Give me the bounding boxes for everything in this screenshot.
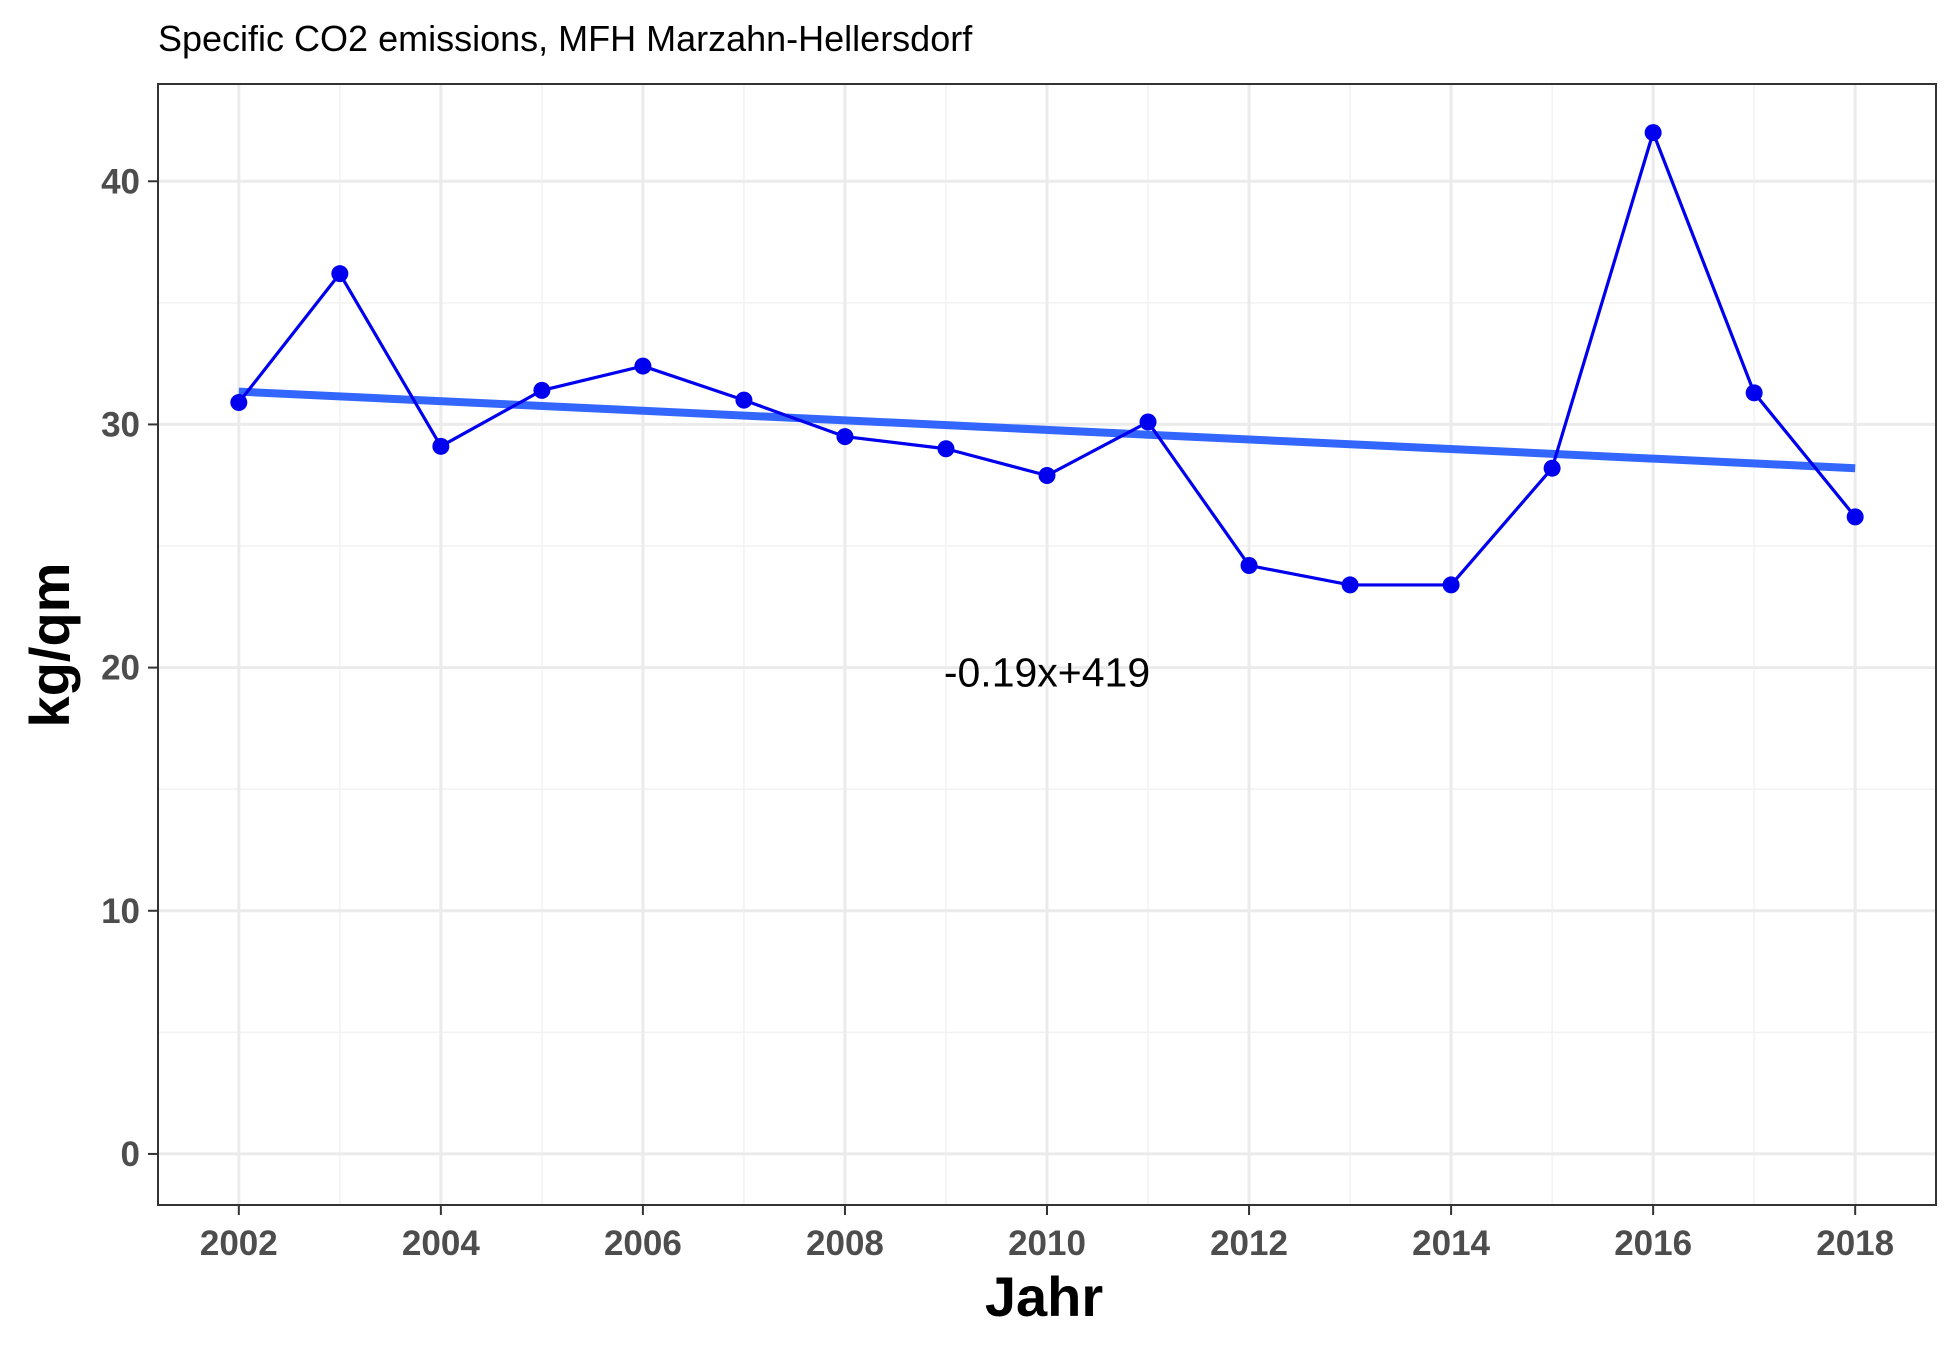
- x-tick-label: 2006: [604, 1224, 682, 1263]
- points-layer: [230, 124, 1864, 594]
- data-point: [1745, 384, 1763, 402]
- data-point: [1644, 124, 1662, 142]
- data-point: [937, 440, 955, 458]
- x-tick-label: 2018: [1816, 1224, 1894, 1263]
- data-point: [634, 357, 652, 375]
- trendline-layer: [238, 387, 1856, 473]
- x-tick-label: 2010: [1008, 1224, 1086, 1263]
- x-tick-label: 2002: [200, 1224, 278, 1263]
- x-tick-label: 2016: [1614, 1224, 1692, 1263]
- y-tick-label: 20: [101, 649, 140, 688]
- data-point: [1038, 466, 1056, 484]
- data-point: [1543, 459, 1561, 477]
- data-point: [735, 391, 753, 409]
- y-tick-label: 30: [101, 405, 140, 444]
- x-tick-label: 2004: [402, 1224, 480, 1263]
- x-tick-label: 2014: [1412, 1224, 1490, 1263]
- y-axis-title: kg/qm: [18, 563, 81, 728]
- data-point: [1240, 556, 1258, 574]
- x-axis-ticks: 2002 2004 2006 2008 2010 2012 2014 2016 2018: [200, 1205, 1894, 1263]
- trend-equation-annotation: -0.19x+419: [944, 649, 1150, 695]
- data-point: [331, 265, 349, 283]
- data-point: [230, 394, 248, 412]
- data-point: [1341, 576, 1359, 594]
- x-tick-label: 2012: [1210, 1224, 1288, 1263]
- y-axis-ticks: 0 10 20 30 40: [101, 162, 158, 1174]
- y-tick-label: 0: [121, 1135, 140, 1174]
- data-point: [1139, 413, 1157, 431]
- x-axis-title: Jahr: [985, 1265, 1103, 1328]
- data-point: [432, 437, 450, 455]
- x-tick-label: 2008: [806, 1224, 884, 1263]
- chart-title: Specific CO2 emissions, MFH Marzahn-Hell…: [158, 18, 973, 59]
- data-point: [1846, 508, 1864, 526]
- data-point: [1442, 576, 1460, 594]
- y-tick-label: 40: [101, 162, 140, 201]
- data-point: [836, 428, 854, 446]
- y-tick-label: 10: [101, 892, 140, 931]
- trendline: [238, 387, 1856, 473]
- data-point: [533, 381, 551, 399]
